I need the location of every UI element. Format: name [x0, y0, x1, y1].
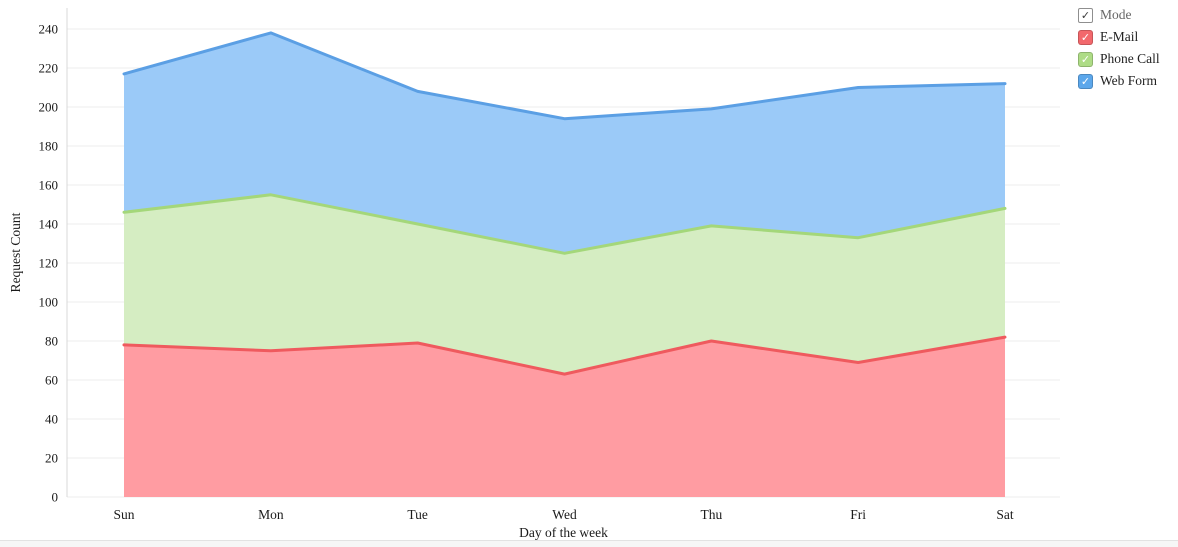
y-tick-label: 240	[39, 22, 59, 37]
area-top-edge-phone-call	[122, 193, 1007, 255]
x-tick-label: Sun	[113, 507, 134, 522]
x-tick-label: Fri	[850, 507, 866, 522]
email-checkbox[interactable]: ✓	[1078, 29, 1093, 45]
area-top-edge-web-form	[122, 31, 1007, 121]
legend-mode-toggle[interactable]: ✓ Mode	[1078, 4, 1160, 26]
y-tick-label: 180	[39, 139, 59, 154]
y-tick-label: 220	[39, 61, 59, 76]
x-tick-label: Mon	[258, 507, 284, 522]
y-tick-label: 60	[45, 373, 58, 388]
y-tick-label: 80	[45, 334, 58, 349]
y-tick-label: 0	[52, 490, 59, 505]
mode-checkbox[interactable]: ✓	[1078, 7, 1093, 23]
legend-item-email[interactable]: ✓ E-Mail	[1078, 26, 1160, 48]
y-tick-label: 20	[45, 451, 58, 466]
y-axis-title: Request Count	[8, 212, 23, 292]
legend-item-web-form[interactable]: ✓ Web Form	[1078, 70, 1160, 92]
y-tick-label: 160	[39, 178, 59, 193]
area-top-edge-e-mail	[122, 335, 1007, 376]
y-tick-label: 200	[39, 100, 59, 115]
page-bottom-edge	[0, 540, 1178, 547]
area-e-mail	[124, 337, 1005, 497]
legend-item-label: Web Form	[1100, 73, 1158, 88]
legend-item-phone-call[interactable]: ✓ Phone Call	[1078, 48, 1160, 70]
y-tick-label: 100	[39, 295, 59, 310]
legend: ✓ Mode ✓ E-Mail ✓ Phone Call ✓ Web Form	[1078, 4, 1160, 92]
x-tick-label: Wed	[552, 507, 577, 522]
legend-item-label: E-Mail	[1100, 29, 1139, 44]
x-tick-label: Thu	[700, 507, 722, 522]
x-axis-title: Day of the week	[519, 525, 608, 540]
x-tick-label: Sat	[996, 507, 1014, 522]
x-tick-label: Tue	[407, 507, 428, 522]
area-web-form	[124, 32, 1005, 254]
y-tick-label: 120	[39, 256, 59, 271]
phone-call-checkbox[interactable]: ✓	[1078, 51, 1093, 67]
area-phone-call	[124, 194, 1005, 375]
y-tick-label: 40	[45, 412, 58, 427]
web-form-checkbox[interactable]: ✓	[1078, 73, 1093, 89]
legend-item-label: Phone Call	[1100, 51, 1160, 66]
legend-mode-label: Mode	[1100, 7, 1132, 22]
y-tick-label: 140	[39, 217, 59, 232]
